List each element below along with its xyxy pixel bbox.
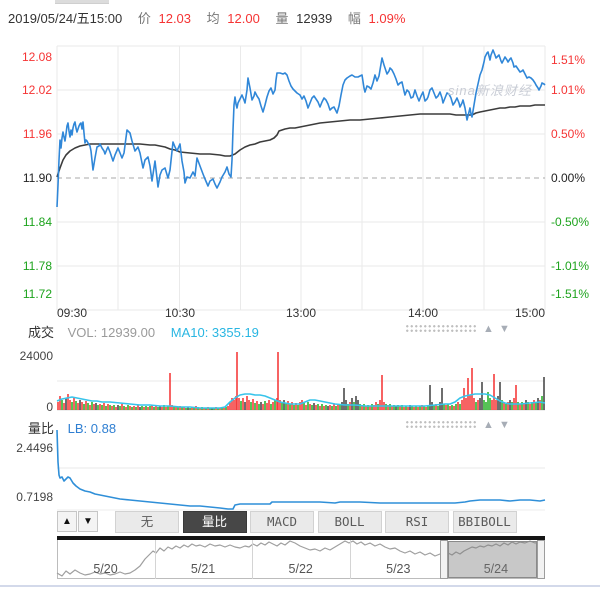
price-axis-tick-0: 12.08 — [21, 50, 52, 64]
lb-ymin-label: 0.7198 — [16, 490, 53, 504]
time-axis-tick-4: 15:00 — [514, 306, 545, 320]
percent-axis-tick-3: 0.00% — [551, 171, 586, 185]
price-axis-tick-3: 11.90 — [22, 171, 52, 185]
volume-panel-up-icon[interactable]: ▲ — [483, 323, 494, 335]
lb-panel-value: LB: 0.88 — [67, 421, 117, 436]
time-axis-tick-0: 09:30 — [57, 306, 88, 320]
sina-watermark: sina新浪财经 — [448, 83, 532, 98]
price-axis-tick-5: 11.78 — [22, 259, 52, 273]
volume-panel-grip[interactable] — [405, 324, 477, 333]
price-label: 价 — [137, 11, 151, 26]
time-axis-tick-2: 13:00 — [285, 306, 317, 320]
price-value: 12.03 — [158, 11, 192, 26]
navigator-date-5/24[interactable]: 5/24 — [483, 562, 509, 576]
price-axis-tick-6: 11.72 — [22, 287, 52, 301]
lb-ymax-label: 2.4496 — [16, 441, 53, 455]
time-axis-tick-3: 14:00 — [407, 306, 439, 320]
navigator-divider — [252, 540, 254, 579]
percent-axis-tick-1: 1.01% — [551, 83, 586, 97]
volume-panel-vol: VOL: 12939.00 — [67, 325, 156, 340]
lb-panel-header: 量比 LB: 0.88 — [28, 418, 117, 436]
volume-panel-header: 成交 VOL: 12939.00 MA10: 3355.19 — [28, 322, 259, 340]
volume-panel-down-icon[interactable]: ▼ — [499, 323, 510, 335]
navigator-divider — [154, 540, 156, 579]
price-axis-tick-2: 11.96 — [22, 127, 52, 141]
indicator-tab-无[interactable]: 无 — [115, 511, 179, 533]
time-axis-tick-1: 10:30 — [164, 306, 196, 320]
change-value: 1.09% — [368, 11, 406, 26]
percent-axis-tick-6: -1.51% — [551, 287, 590, 301]
volume-panel-title: 成交 — [28, 325, 55, 340]
navigator-left-handle[interactable] — [440, 540, 449, 579]
volume-value: 12939 — [296, 11, 333, 26]
volume-label: 量 — [275, 11, 289, 26]
avg-label: 均 — [206, 11, 220, 26]
navigator-date-5/22[interactable]: 5/22 — [288, 562, 313, 576]
price-axis-tick-1: 12.02 — [21, 83, 52, 97]
volume-ymin-label: 0 — [46, 400, 53, 414]
panel-scroll-down-button[interactable]: ▼ — [78, 511, 98, 532]
percent-axis-tick-0: 1.51% — [551, 53, 586, 67]
navigator-top-bar — [57, 536, 545, 540]
navigator-divider — [349, 540, 351, 579]
price-axis-tick-4: 11.84 — [22, 215, 52, 229]
navigator-date-5/20[interactable]: 5/20 — [93, 562, 118, 576]
indicator-tab-BBIBOLL[interactable]: BBIBOLL — [452, 511, 517, 533]
change-label: 幅 — [347, 11, 361, 26]
percent-axis-tick-4: -0.50% — [551, 215, 590, 229]
volume-ymax-label: 24000 — [19, 349, 53, 363]
navigator-right-handle[interactable] — [537, 540, 545, 579]
panel-scroll-up-button[interactable]: ▲ — [57, 511, 77, 532]
lb-panel-down-icon[interactable]: ▼ — [499, 419, 510, 431]
indicator-tab-RSI[interactable]: RSI — [385, 511, 449, 533]
indicator-tab-MACD[interactable]: MACD — [250, 511, 314, 533]
percent-axis-tick-5: -1.01% — [551, 259, 590, 273]
quote-header: 2019/05/24/五15:00 价 12.03 均 12.00 量 1293… — [8, 8, 409, 26]
indicator-tab-量比[interactable]: 量比 — [182, 511, 247, 533]
lb-panel-up-icon[interactable]: ▲ — [483, 419, 494, 431]
navigator-date-5/23[interactable]: 5/23 — [386, 562, 411, 576]
percent-axis-tick-2: 0.50% — [551, 127, 586, 141]
indicator-tab-BOLL[interactable]: BOLL — [317, 511, 382, 533]
lb-panel-title: 量比 — [28, 421, 55, 436]
navigator-selected-range[interactable] — [448, 541, 537, 578]
navigator-date-5/21[interactable]: 5/21 — [190, 562, 216, 576]
page-footer-divider — [0, 585, 600, 587]
avg-value: 12.00 — [227, 11, 260, 26]
quote-datetime: 2019/05/24/五15:00 — [8, 11, 123, 26]
volume-panel-ma10: MA10: 3355.19 — [170, 325, 259, 340]
top-tab-fragment — [55, 0, 109, 4]
lb-panel-grip[interactable] — [405, 420, 477, 429]
